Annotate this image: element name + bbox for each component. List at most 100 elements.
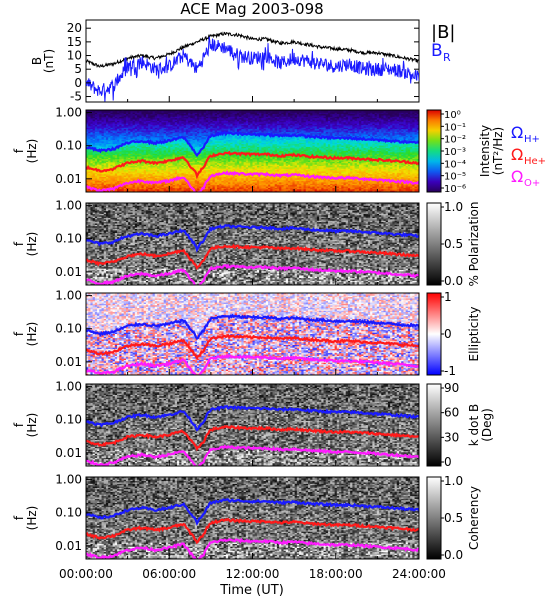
b-ytick-label: 5 [74,62,82,76]
he-plus-line [86,150,419,180]
he-plus-line [86,517,419,545]
spectrogram-1 [86,110,419,192]
b-r-line [86,36,419,102]
ytick-label: 0.01 [55,265,82,279]
chart-title: ACE Mag 2003-098 [180,0,323,18]
ylabel-f: f [12,148,26,153]
colorbar-tick-label: 10⁻⁶ [444,184,466,195]
h-plus-line [86,223,419,253]
b-total-line [86,31,419,68]
colorbar-tick-label: 0.5 [444,511,463,525]
spectrogram-3 [86,293,419,375]
colorbar-tick-label: 0 [444,327,452,341]
ylabel-f: f [12,422,26,427]
ylabel-units: (Hz) [25,322,39,347]
colorbar-units: (nT²/Hz) [491,127,505,175]
ylabel-units: (Hz) [25,506,39,531]
legend-omega-2: Ω [511,167,523,186]
colorbar-tick-label: 0.0 [444,274,463,288]
colorbar-tick-label: 0.0 [444,548,463,562]
spectrogram-4 [86,384,419,466]
colorbar-tick-label: 1 [444,290,452,304]
o-plus-line [86,537,419,559]
b-ytick-label: 15 [67,35,82,49]
ytick-label: 0.01 [55,539,82,553]
h-plus-line [86,130,419,158]
ylabel-units: (Hz) [25,139,39,164]
he-plus-line [86,424,419,452]
ytick-label: 0.10 [55,322,82,336]
he-plus-line [86,243,419,271]
b-ytick-label: 10 [67,49,82,63]
ytick-label: 0.01 [55,446,82,460]
colorbar-tick-label: 10⁻⁴ [444,159,466,170]
colorbar-5 [426,476,442,560]
ytick-label: 0.10 [55,232,82,246]
colorbar-label: % Polarization [467,202,481,287]
colorbar-tick-label: 60 [444,406,459,420]
ylabel-f: f [12,241,26,246]
legend-omega-0: Ω [511,123,523,142]
legend-b-r: B [431,41,443,61]
ylabel-f: f [12,331,26,336]
colorbar-label: k dot B [467,404,481,446]
he-plus-line [86,333,419,361]
b-ytick-label: 20 [67,21,82,35]
ytick-label: 0.10 [55,506,82,520]
o-plus-line [86,353,419,375]
o-plus-line [86,169,419,192]
legend-b-r-sub: R [443,51,451,64]
colorbar-tick-label: -1 [444,364,456,378]
colorbar-tick-label: 10⁰ [444,110,461,121]
colorbar-1 [426,109,442,193]
colorbar-tick-label: 90 [444,381,459,395]
ylabel-f: f [12,515,26,520]
b-ylabel-units: (nT) [42,49,56,73]
ytick-label: 0.10 [55,413,82,427]
spectrogram-2 [86,203,419,285]
h-plus-line [86,405,419,432]
h-plus-line [86,498,419,526]
colorbar-tick-label: 10⁻³ [444,147,466,158]
legend-omega-1: Ω [511,145,523,164]
spectrogram-5 [86,477,419,559]
xtick-label: 12:00:00 [226,567,280,581]
colorbar-2 [426,202,442,286]
ytick-label: 1.00 [55,106,82,120]
ytick-label: 0.10 [55,139,82,153]
colorbar-3 [426,292,442,376]
colorbar-tick-label: 10⁻¹ [444,122,466,133]
legend-sub-1: He+ [524,156,546,167]
b-ytick-label: -5 [70,90,82,104]
h-plus-line [86,313,419,341]
o-plus-line [86,444,419,466]
ytick-label: 0.01 [55,355,82,369]
x-axis-label: Time (UT) [219,583,284,598]
ylabel-units: (Hz) [25,413,39,438]
panel-b-series [86,31,419,102]
colorbar-tick-label: 1.0 [444,474,463,488]
colorbar-label: Intensity [478,125,492,177]
colorbar-tick-label: 0.5 [444,237,463,251]
ytick-label: 1.00 [55,289,82,303]
colorbar-tick-label: 10⁻² [444,135,466,146]
legend-b-total: |B| [431,22,455,43]
colorbar-tick-label: 1.0 [444,200,463,214]
xtick-label: 18:00:00 [309,567,363,581]
ytick-label: 1.00 [55,380,82,394]
b-ylabel: B [30,57,44,65]
colorbar-tick-label: 0 [444,455,452,469]
ytick-label: 1.00 [55,199,82,213]
legend-sub-2: O+ [524,178,540,189]
o-plus-line [86,263,419,285]
xtick-label: 00:00:00 [59,567,113,581]
legend-sub-0: H+ [524,134,540,145]
xtick-label: 24:00:00 [392,567,446,581]
colorbar-units: (Deg) [480,408,494,442]
b-ytick-label: 0 [74,76,82,90]
colorbar-tick-label: 30 [444,430,459,444]
colorbar-label: Ellipticity [467,307,481,362]
ylabel-units: (Hz) [25,232,39,257]
